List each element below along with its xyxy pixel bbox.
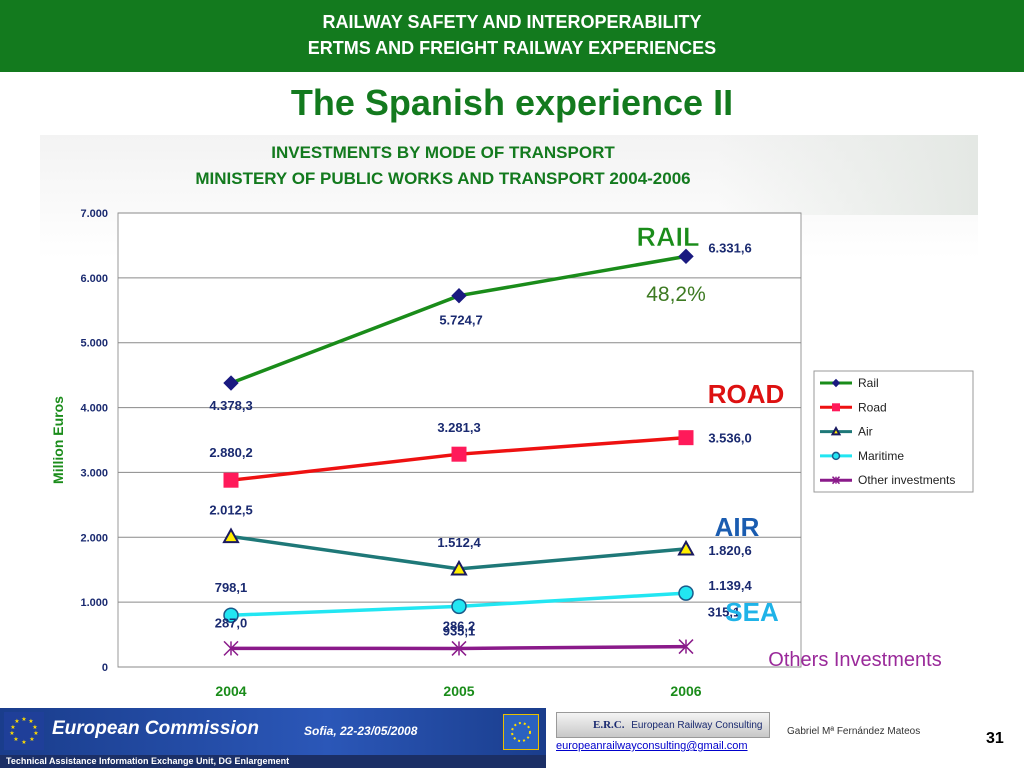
- data-label: 3.536,0: [708, 431, 751, 446]
- svg-text:★: ★: [9, 730, 14, 737]
- footer: ★ ★ ★ ★ ★ ★ ★ ★ ★ ★ European Commission Sofia,…: [0, 708, 1024, 768]
- x-tick-labels: 2004 2005 2006: [215, 683, 701, 699]
- data-point: [830, 426, 842, 436]
- x-tick-label: 2004: [215, 683, 246, 699]
- data-point: [831, 476, 841, 485]
- event-date-place: Sofia, 22-23/05/2008: [304, 724, 418, 738]
- y-tick-label: 0: [102, 662, 108, 674]
- data-label: 3.281,3: [437, 420, 480, 435]
- y-tick-label: 3.000: [80, 467, 108, 479]
- data-point: [678, 585, 694, 601]
- author-name: Gabriel Mª Fernández Mateos: [787, 726, 921, 737]
- svg-text:★: ★: [13, 736, 18, 743]
- series-markers: [222, 248, 695, 656]
- annotation-road: ROAD: [708, 379, 785, 409]
- erc-bar: E.R.C. European Railway Consulting: [556, 712, 770, 738]
- legend: Rail Road Air Maritime Other investments: [813, 370, 974, 493]
- svg-text:★: ★: [21, 716, 26, 723]
- svg-text:★: ★: [14, 718, 19, 725]
- data-point: [831, 378, 841, 388]
- data-label: 6.331,6: [708, 240, 751, 255]
- header-line-1: RAILWAY SAFETY AND INTEROPERABILITY: [322, 12, 702, 32]
- eu-flag-icon: ★ ★ ★ ★ ★ ★ ★ ★ ★ ★: [4, 712, 44, 750]
- y-tick-label: 2.000: [80, 532, 108, 544]
- annotation-rail-share: 48,2%: [646, 283, 706, 306]
- y-tick-label: 4.000: [80, 403, 108, 415]
- data-point: [678, 248, 694, 265]
- data-point: [223, 375, 239, 391]
- data-label: 2.880,2: [209, 445, 252, 460]
- erc-name: European Railway Consulting: [631, 720, 763, 731]
- data-point: [678, 639, 694, 655]
- y-tick-label: 5.000: [80, 338, 108, 350]
- data-point: [677, 539, 695, 556]
- erc-abbr: E.R.C.: [593, 719, 625, 731]
- y-tick-label: 6.000: [80, 273, 108, 285]
- chart-title: INVESTMENTS BY MODE OF TRANSPORT: [271, 143, 615, 162]
- data-point: [223, 472, 239, 488]
- ec-banner: ★ ★ ★ ★ ★ ★ ★ ★ ★ ★ European Commission Sofia,…: [0, 708, 546, 755]
- erc-flag-icon: [503, 714, 539, 750]
- header-line-2: ERTMS AND FREIGHT RAILWAY EXPERIENCES: [307, 38, 717, 58]
- ec-name: European Commission: [52, 718, 259, 739]
- legend-label: Air: [858, 425, 873, 439]
- data-label: 286,2: [443, 618, 476, 633]
- data-labels: 4.378,3 5.724,7 6.331,6 2.880,2 3.281,3 3.536…: [209, 240, 752, 638]
- data-point: [451, 446, 467, 462]
- annotation-sea: SEA: [725, 597, 779, 627]
- x-tick-label: 2006: [670, 683, 701, 699]
- data-point: [222, 527, 240, 544]
- svg-text:★: ★: [28, 718, 33, 725]
- page-number: 31: [986, 730, 1004, 747]
- chart-subtitle: MINISTERY OF PUBLIC WORKS AND TRANSPORT …: [195, 169, 690, 188]
- data-label: 2.012,5: [209, 502, 252, 517]
- data-label: 4.378,3: [209, 398, 252, 413]
- data-point: [832, 403, 840, 412]
- contact-email-link[interactable]: europeanrailwayconsulting@gmail.com: [556, 740, 748, 752]
- slide-title: The Spanish experience II: [290, 82, 734, 123]
- svg-text:★: ★: [33, 730, 38, 737]
- data-point: [223, 640, 239, 656]
- data-label: 287,0: [215, 615, 248, 630]
- data-point: [451, 640, 467, 656]
- data-label: 935,1: [443, 623, 476, 638]
- data-point: [678, 430, 694, 446]
- svg-text:★: ★: [32, 724, 37, 731]
- data-point: [223, 607, 239, 623]
- data-point: [831, 451, 841, 461]
- svg-text:★: ★: [21, 739, 26, 746]
- header-banner: RAILWAY SAFETY AND INTEROPERABILITY ERTM…: [0, 0, 1024, 72]
- data-label: 1.512,4: [437, 535, 481, 550]
- ec-unit: Technical Assistance Information Exchang…: [0, 755, 546, 768]
- legend-label: Maritime: [858, 449, 904, 463]
- y-axis-label: Million Euros: [50, 396, 66, 484]
- x-tick-label: 2005: [443, 683, 474, 699]
- legend-label: Rail: [858, 376, 879, 390]
- data-point: [451, 598, 467, 615]
- data-point: [450, 559, 468, 576]
- annotation-others: Others Investments: [768, 649, 941, 671]
- annotation-rail: RAIL: [637, 222, 700, 252]
- annotation-air: AIR: [715, 512, 760, 542]
- svg-text:★: ★: [29, 736, 34, 743]
- y-tick-label: 1.000: [80, 597, 108, 609]
- data-label: 315,1: [708, 605, 741, 620]
- data-label: 1.820,6: [708, 543, 751, 558]
- data-label: 5.724,7: [439, 313, 482, 328]
- data-point: [451, 288, 467, 304]
- y-tick-labels: 0 1.000 2.000 3.000 4.000 5.000 6.000 7.000: [80, 208, 108, 674]
- legend-label: Road: [858, 400, 887, 414]
- data-label: 1.139,4: [708, 578, 752, 593]
- data-label: 798,1: [215, 580, 248, 595]
- svg-text:★: ★: [10, 724, 15, 731]
- y-tick-label: 7.000: [80, 208, 108, 220]
- legend-label: Other investments: [858, 473, 955, 487]
